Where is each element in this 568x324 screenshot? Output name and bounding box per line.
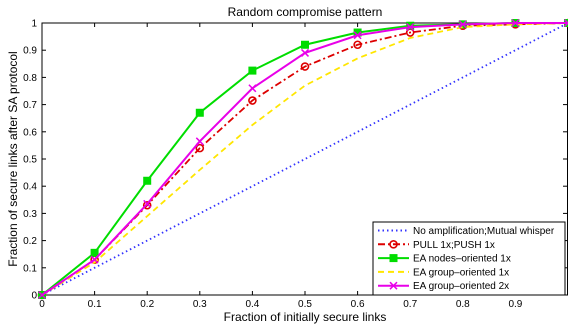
- series-4: [41, 22, 568, 296]
- y-tick-label: 0.4: [23, 182, 37, 193]
- y-tick-label: 0.7: [23, 100, 37, 111]
- x-tick-label: 0.2: [140, 299, 154, 310]
- data-point: [301, 40, 309, 49]
- legend: No amplification;Mutual whisper PULL 1x;P…: [372, 221, 566, 296]
- data-point: [406, 21, 415, 30]
- data-point: [195, 137, 204, 146]
- chart-title: Random compromise pattern: [228, 5, 383, 19]
- y-tick-label: 1: [31, 19, 37, 30]
- legend-entry: EA nodes–oriented 1x: [378, 254, 511, 265]
- x-tick-label: 0.3: [193, 299, 207, 310]
- data-point: [248, 96, 257, 105]
- y-tick-label: 0.2: [23, 236, 37, 247]
- x-marker-stroke: [248, 84, 257, 93]
- y-axis-label: Fraction of secure links after SA protoc…: [6, 51, 20, 266]
- data-point: [142, 200, 152, 210]
- x-marker-stroke: [406, 23, 415, 32]
- legend-label: EA group–oriented 1x: [413, 267, 509, 278]
- data-point: [353, 31, 362, 40]
- legend-label: EA group–oriented 2x: [413, 281, 509, 292]
- x-marker-stroke: [195, 137, 204, 146]
- x-tick-label: 0.6: [351, 299, 365, 310]
- legend-label: PULL 1x;PUSH 1x: [413, 240, 495, 251]
- data-point: [248, 84, 257, 93]
- x-tick-label: 0: [39, 299, 45, 310]
- legend-label: No amplification;Mutual whisper: [413, 226, 555, 237]
- y-tick-label: 0: [31, 291, 37, 302]
- x-marker-stroke: [563, 18, 568, 25]
- data-point: [406, 23, 415, 32]
- data-point: [300, 48, 310, 57]
- x-marker-stroke: [37, 290, 47, 300]
- x-tick-label: 0.5: [298, 299, 312, 310]
- x-marker-stroke: [511, 18, 520, 28]
- x-tick-label: 0.7: [403, 299, 417, 310]
- y-tick-label: 0.3: [23, 209, 37, 220]
- data-point: [195, 143, 205, 153]
- data-point: [248, 66, 257, 75]
- data-point: [353, 40, 362, 50]
- x-marker-stroke: [90, 255, 99, 264]
- series-line: [41, 22, 568, 296]
- data-point: [563, 18, 568, 28]
- x-marker-stroke: [143, 199, 152, 208]
- x-marker-stroke: [300, 48, 310, 57]
- y-tick-label: 0.5: [23, 155, 37, 166]
- y-tick-label: 0.1: [23, 263, 37, 274]
- x-tick-label: 0.9: [508, 299, 522, 310]
- x-marker-stroke: [563, 21, 568, 28]
- x-tick-label: 0.4: [245, 299, 259, 310]
- legend-entry: EA group–oriented 1x: [378, 267, 509, 278]
- x-tick-label: 0.1: [88, 299, 102, 310]
- x-marker-stroke: [389, 281, 398, 290]
- data-point: [458, 20, 467, 29]
- legend-label: EA nodes–oriented 1x: [413, 254, 511, 265]
- legend-marker: [389, 240, 398, 249]
- series-5: [37, 18, 568, 300]
- data-point: [90, 255, 99, 264]
- series-line: [41, 22, 568, 296]
- data-point: [143, 176, 152, 185]
- x-marker-stroke: [458, 20, 467, 29]
- y-tick-label: 0.6: [23, 127, 37, 138]
- legend-entry: PULL 1x;PUSH 1x: [378, 240, 495, 251]
- x-axis-label: Fraction of initially secure links: [224, 310, 387, 324]
- data-point: [511, 18, 520, 28]
- x-tick-label: 0.8: [456, 299, 470, 310]
- data-point: [37, 290, 47, 300]
- legend-marker: [389, 254, 398, 263]
- x-marker-stroke: [353, 31, 362, 40]
- data-point: [90, 248, 99, 257]
- y-tick-label: 0.9: [23, 46, 37, 57]
- legend-marker: [389, 281, 398, 290]
- plot-area: 0 0.1 0.2 0.3 0.4 0.5 0.6 0.7 0.8 0.9 0 0.1 0.2 0.3 0.…: [23, 18, 568, 310]
- data-point: [300, 62, 310, 71]
- data-point: [195, 108, 204, 117]
- y-tick-label: 0.8: [23, 73, 37, 84]
- data-point: [143, 199, 152, 208]
- legend-entry: EA group–oriented 2x: [378, 281, 509, 292]
- legend-entry: No amplification;Mutual whisper: [378, 226, 555, 237]
